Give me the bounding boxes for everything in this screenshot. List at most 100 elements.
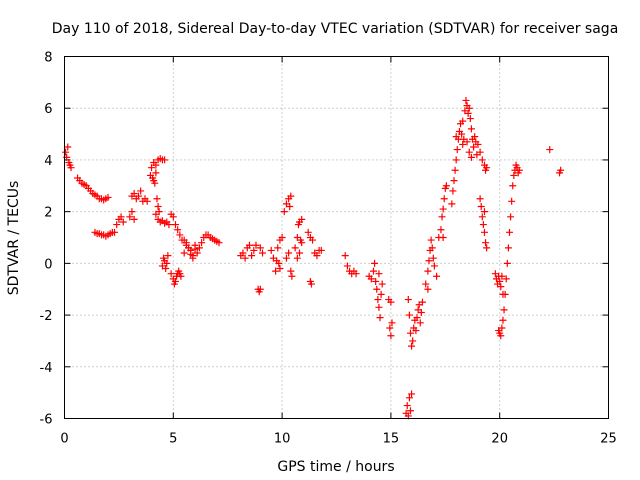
data-point-marker xyxy=(182,239,190,247)
x-tick-label: 20 xyxy=(491,432,508,447)
data-point-marker xyxy=(499,316,507,324)
data-point-marker xyxy=(406,407,414,415)
data-point-marker xyxy=(282,254,290,262)
data-point-marker xyxy=(169,213,177,221)
data-point-marker xyxy=(427,236,435,244)
data-point-marker xyxy=(187,250,195,258)
data-point-marker xyxy=(180,249,188,257)
data-point-marker xyxy=(64,143,72,151)
data-point-marker xyxy=(309,236,317,244)
data-point-marker xyxy=(450,177,458,185)
data-point-marker xyxy=(343,262,351,270)
data-point-marker xyxy=(498,324,506,332)
data-point-marker xyxy=(452,156,460,164)
data-point-marker xyxy=(509,182,517,190)
data-point-marker xyxy=(278,234,286,241)
data-point-marker xyxy=(287,192,295,200)
y-tick-label: -2 xyxy=(40,309,53,324)
data-point-marker xyxy=(167,270,175,278)
data-point-marker xyxy=(557,166,565,174)
data-point-marker xyxy=(352,270,360,278)
data-point-marker xyxy=(477,202,485,210)
data-point-marker xyxy=(367,275,375,283)
x-tick-label: 25 xyxy=(600,432,617,447)
data-point-marker xyxy=(422,280,430,288)
data-point-marker xyxy=(510,171,518,179)
data-point-marker xyxy=(165,221,173,229)
data-point-marker xyxy=(185,244,193,252)
data-point-marker xyxy=(483,244,491,252)
plot-frame xyxy=(64,56,609,419)
data-point-marker xyxy=(476,195,484,203)
x-axis-title: GPS time / hours xyxy=(277,459,394,475)
data-point-marker xyxy=(503,259,511,267)
data-point-marker xyxy=(440,195,448,203)
data-point-marker xyxy=(482,239,490,247)
data-point-marker xyxy=(387,298,395,306)
data-point-marker xyxy=(501,290,509,298)
data-point-marker xyxy=(215,239,223,247)
data-point-marker xyxy=(245,241,253,249)
data-point-marker xyxy=(424,285,432,293)
data-point-marker xyxy=(458,130,466,138)
data-point-marker xyxy=(388,319,396,327)
data-point-marker xyxy=(151,179,159,187)
data-point-marker xyxy=(298,215,306,223)
data-point-marker xyxy=(291,244,299,252)
data-point-marker xyxy=(376,314,384,322)
data-point-marker xyxy=(293,254,301,262)
data-point-marker xyxy=(403,402,411,410)
data-point-marker xyxy=(143,197,151,205)
data-point-marker xyxy=(452,133,460,141)
data-point-marker xyxy=(256,244,264,252)
data-point-marker xyxy=(500,306,508,314)
data-point-marker xyxy=(369,267,377,275)
data-point-marker xyxy=(448,200,456,208)
data-point-marker xyxy=(464,109,472,117)
data-point-marker xyxy=(126,213,134,221)
chart-title: Day 110 of 2018, Sidereal Day-to-day VTE… xyxy=(52,21,619,37)
data-point-marker xyxy=(307,280,315,288)
data-point-marker xyxy=(304,228,312,236)
data-point-marker xyxy=(474,140,482,148)
data-point-marker xyxy=(62,148,70,156)
x-tick-label: 5 xyxy=(169,432,177,447)
data-point-marker xyxy=(298,239,306,247)
data-point-marker xyxy=(406,329,414,337)
data-point-marker xyxy=(67,164,75,172)
data-point-marker xyxy=(119,218,127,226)
data-point-marker xyxy=(467,153,475,161)
data-point-marker xyxy=(467,125,475,133)
data-point-marker xyxy=(375,270,383,278)
data-point-marker xyxy=(416,319,424,327)
x-tick-label: 15 xyxy=(383,432,400,447)
data-point-marker xyxy=(430,262,438,270)
data-point-marker xyxy=(496,277,504,285)
data-point-marker xyxy=(162,265,170,273)
data-point-marker xyxy=(465,104,473,112)
data-point-marker xyxy=(515,166,523,174)
y-axis-title: SDTVAR / TECUs xyxy=(6,181,22,296)
data-point-marker xyxy=(378,280,386,288)
data-point-marker xyxy=(189,254,197,262)
data-point-marker xyxy=(442,182,450,190)
data-point-marker xyxy=(280,208,288,216)
data-point-marker xyxy=(267,246,275,254)
data-point-marker xyxy=(466,115,474,123)
data-point-marker xyxy=(239,249,247,257)
data-point-marker xyxy=(429,254,437,262)
data-point-marker xyxy=(480,228,488,236)
data-point-marker xyxy=(375,303,383,311)
data-point-marker xyxy=(507,213,515,221)
data-point-marker xyxy=(471,133,479,141)
data-point-marker xyxy=(287,267,295,275)
data-point-marker xyxy=(409,337,417,345)
data-point-marker xyxy=(377,290,385,298)
data-point-marker xyxy=(285,249,293,257)
data-point-marker xyxy=(152,161,160,169)
data-point-marker xyxy=(152,210,160,218)
y-tick-label: 6 xyxy=(44,102,52,117)
data-point-marker xyxy=(164,252,172,260)
data-point-marker xyxy=(459,117,467,125)
